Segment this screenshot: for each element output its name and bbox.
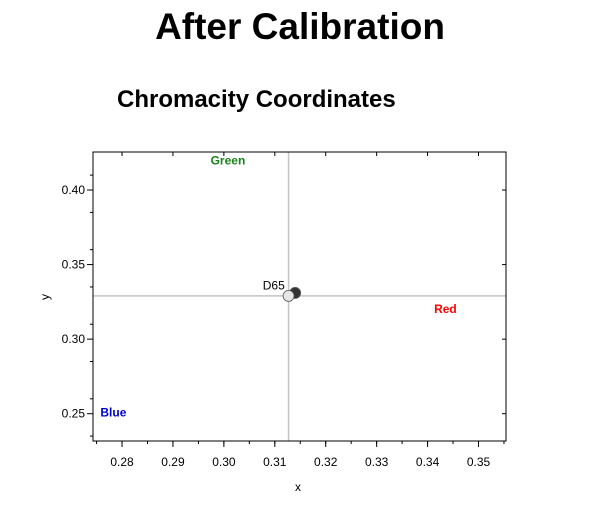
y-tick-label: 0.40 — [62, 183, 86, 197]
y-tick-label: 0.30 — [62, 332, 86, 346]
page-title: After Calibration — [155, 6, 445, 47]
x-tick-label: 0.34 — [416, 455, 440, 469]
y-tick-label: 0.35 — [62, 258, 86, 272]
x-tick-label: 0.30 — [212, 455, 236, 469]
x-tick-label: 0.32 — [314, 455, 338, 469]
annotation-blue: Blue — [100, 406, 126, 420]
y-axis-label: y — [38, 294, 52, 300]
y-tick-label: 0.25 — [62, 407, 86, 421]
x-tick-label: 0.31 — [263, 455, 287, 469]
data-point — [282, 290, 295, 302]
x-tick-label: 0.28 — [110, 455, 134, 469]
x-tick-label: 0.29 — [161, 455, 185, 469]
annotation-red: Red — [434, 302, 457, 316]
plot-frame — [92, 151, 507, 442]
x-tick-label: 0.33 — [365, 455, 389, 469]
annotation-green: Green — [211, 154, 246, 168]
annotation-d65: D65 — [263, 278, 285, 292]
x-axis-label: x — [295, 480, 301, 494]
chart-title: Chromacity Coordinates — [117, 86, 396, 113]
x-tick-label: 0.35 — [467, 455, 491, 469]
